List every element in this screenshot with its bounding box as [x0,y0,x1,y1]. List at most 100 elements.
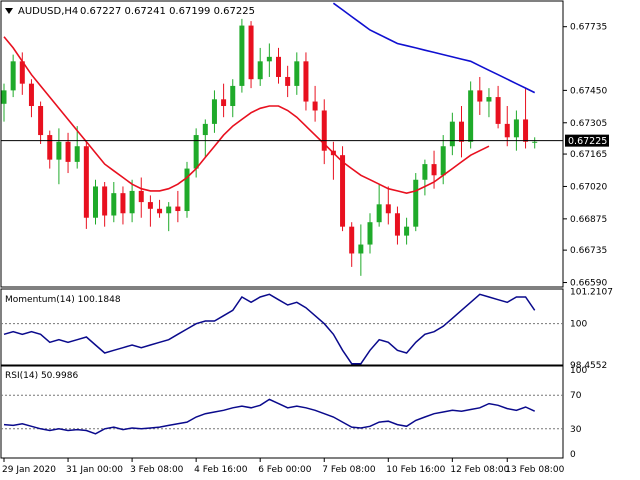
candle-up [358,244,364,254]
candle-up [266,56,272,62]
candle-down [431,164,437,176]
candle-up [211,99,217,124]
candle-up [202,123,208,136]
candle-down [221,99,227,107]
price-tick-label: 0.67735 [570,23,607,33]
candle-down [157,208,163,214]
candle-down [120,193,126,214]
candle-down [321,110,327,151]
candle-down [459,121,464,142]
candle-down [523,119,529,142]
rsi-tick-label: 70 [570,391,582,401]
candle-up [166,206,172,214]
x-tick-label: 4 Feb 16:00 [194,465,248,475]
momentum-panel: Momentum(14) 100.1848 [0,288,564,366]
symbol-label: AUDUSD,H4 [18,6,78,17]
price-tick-label: 0.67305 [570,119,607,129]
x-axis: 29 Jan 2020 31 Jan 00:00 3 Feb 08:00 4 Feb … [2,458,565,475]
x-tick-label: 3 Feb 08:00 [130,465,184,475]
candle-down [102,186,108,216]
candle-up [486,97,492,102]
candle-down [340,155,346,227]
rsi-axis: 100 70 30 0 [570,366,587,460]
candle-up [74,146,80,162]
rsi-tick-label: 0 [570,450,576,460]
candle-up [376,204,382,223]
candle-down [303,61,309,102]
price-tick-label: 0.67450 [570,86,607,96]
price-axis: 0.67735 0.67450 0.67305 0.67165 0.67020 0.668… [563,23,607,289]
momentum-tick-label: 98.4552 [570,361,607,371]
candle-up [56,141,62,160]
candle-down [504,123,510,138]
rsi-tick-label: 30 [570,425,582,435]
candle-up [404,226,410,236]
candle-down [248,25,254,80]
price-tick-label: 0.66875 [570,215,607,225]
x-tick-label: 7 Feb 08:00 [322,465,376,475]
moving-average-red-line [3,36,490,195]
x-tick-label: 12 Feb 08:00 [450,465,509,475]
candle-down [38,106,44,136]
candle-up [10,61,16,91]
candle-up [532,141,538,143]
candle-up [93,186,98,218]
candle-down [47,135,53,160]
price-tick-label: 0.67165 [570,150,607,160]
candle-down [276,56,281,77]
momentum-tick-label: 100 [570,320,587,330]
candle-up [129,190,135,214]
candle-down [385,204,391,214]
rsi-tick-label: 100 [570,366,587,376]
candle-down [65,141,71,162]
candle-down [138,190,144,203]
rsi-label: RSI(14) 50.9986 [5,371,78,381]
price-panel-frame [0,0,564,288]
price-panel: AUDUSD,H4 0.67227 0.67241 0.67199 0.6722… [0,0,564,288]
price-tick-label: 0.67020 [570,182,607,192]
candle-down [477,90,483,102]
candle-up [468,90,474,142]
ohlc-label: 0.67227 0.67241 0.67199 0.67225 [80,6,255,17]
candle-down [394,213,400,236]
last-price-value: 0.67225 [568,136,607,147]
x-tick-label: 6 Feb 00:00 [258,465,312,475]
x-tick-label: 29 Jan 2020 [2,465,56,475]
momentum-tick-label: 101.2107 [570,287,613,297]
x-tick-label: 10 Feb 16:00 [386,465,445,475]
price-tick-label: 0.66735 [570,246,607,256]
candle-down [147,202,153,209]
candle-down [495,97,501,124]
candle-up [111,193,117,216]
candle-down [285,76,291,86]
momentum-axis: 101.2107 100 98.4552 [570,287,613,370]
candle-down [19,61,25,84]
candle-up [230,85,236,107]
candle-up [294,61,300,86]
candle-up [1,90,7,104]
candle-down [349,226,355,254]
candle-up [239,25,245,86]
last-price-marker: 0.67225 [1,134,609,147]
last-price-tag [565,134,609,147]
candle-down [312,101,318,111]
candle-down [28,83,34,107]
candle-up [449,121,455,147]
rsi-panel-frame [0,365,564,459]
rsi-panel: RSI(14) 50.9986 [0,365,564,459]
rsi-line [3,398,536,435]
candle-down [175,206,181,212]
candle-up [422,164,428,180]
symbol-triangle-icon [5,8,13,14]
candle-up [413,179,419,227]
candle-up [257,61,263,80]
price-tick-label: 0.66590 [570,279,607,289]
momentum-label: Momentum(14) 100.1848 [5,295,121,305]
candle-up [193,135,199,169]
momentum-line [3,293,536,365]
candle-up [440,146,446,176]
candle-down [83,146,89,218]
x-tick-label: 31 Jan 00:00 [66,465,123,475]
candle-up [367,222,373,245]
